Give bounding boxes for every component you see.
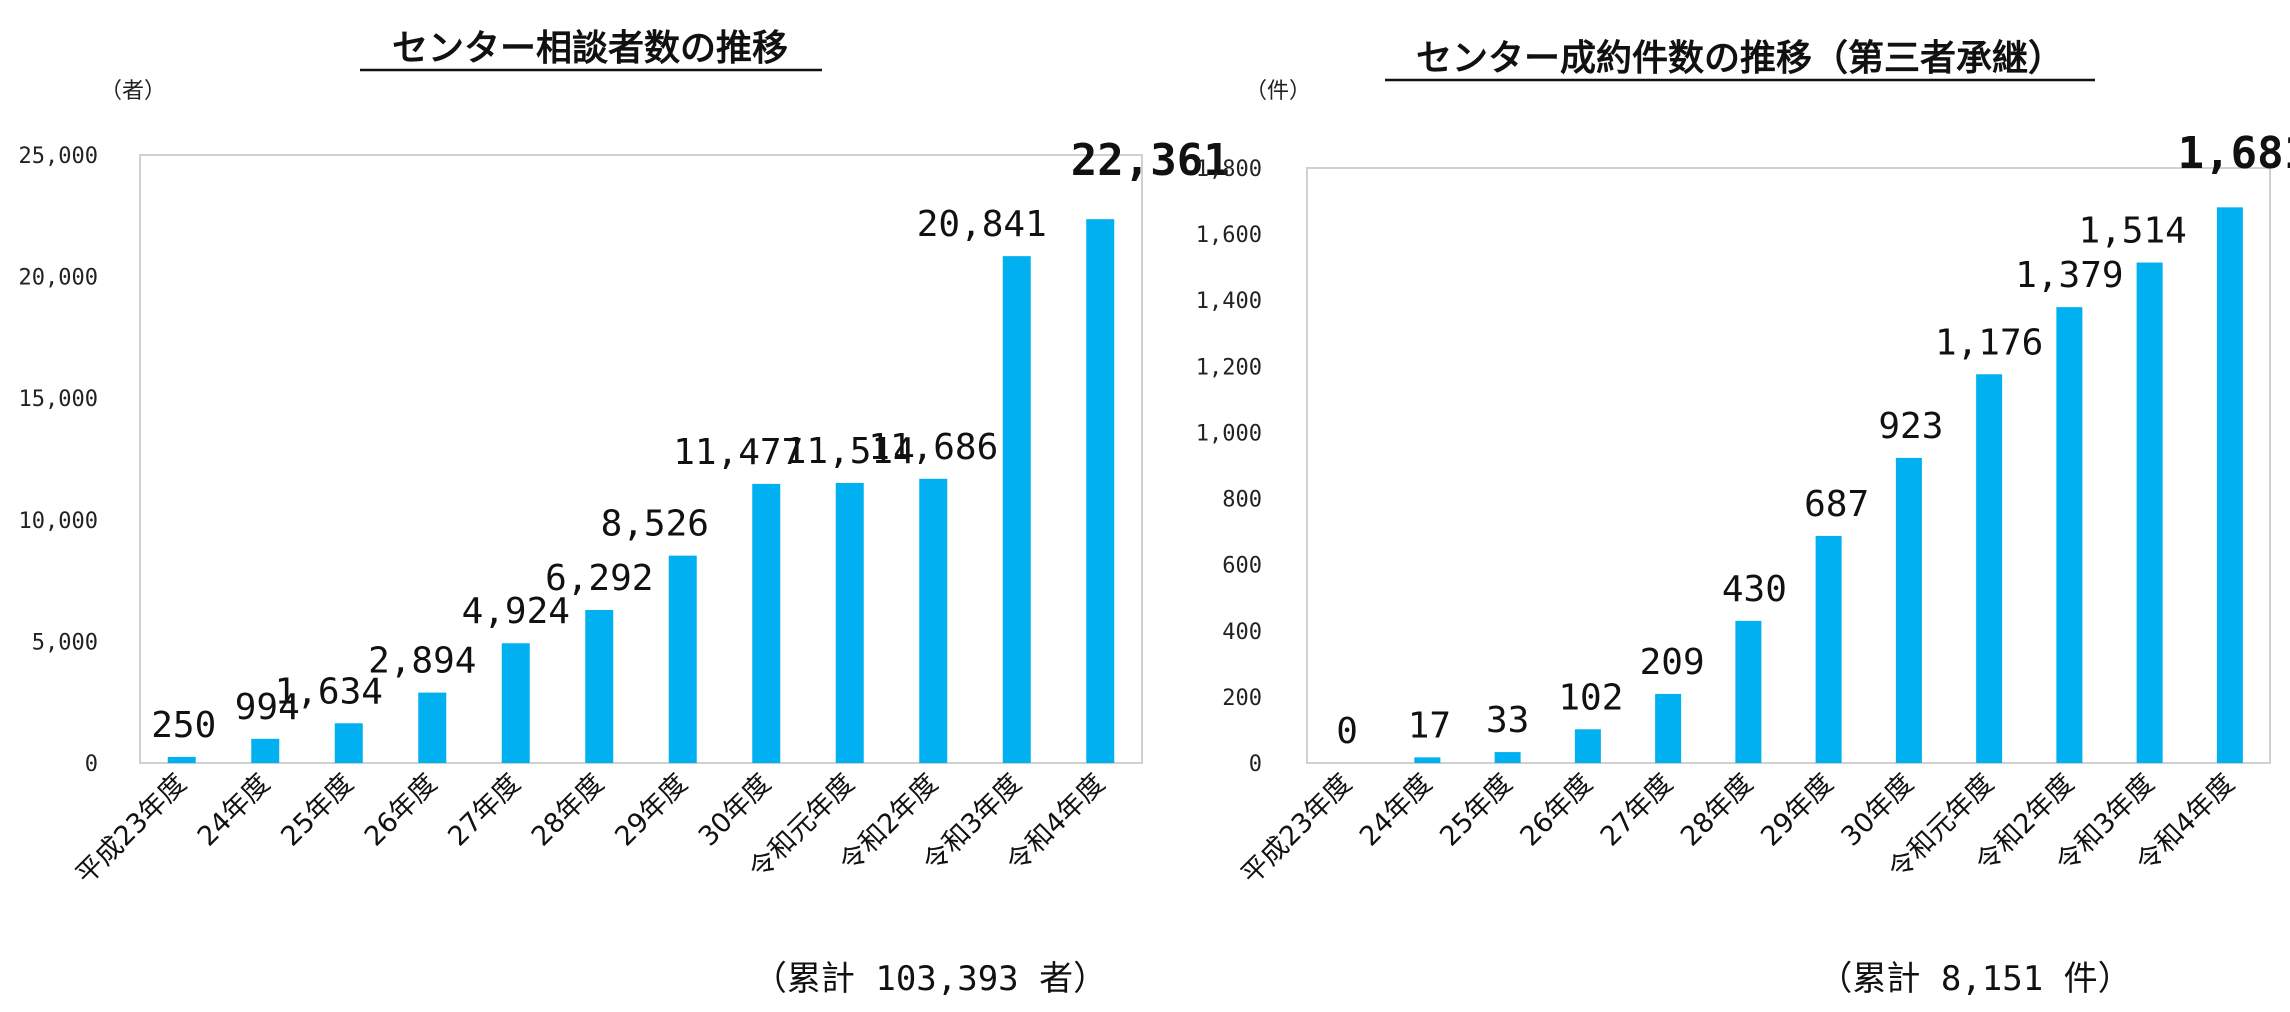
- chart1-bar-5: [501, 643, 530, 763]
- chart1-bar-7: [668, 555, 697, 763]
- chart1-category-label-7: 29年度: [609, 768, 693, 852]
- chart1-ytick-label: 15,000: [19, 387, 98, 412]
- chart1-category-label-5: 27年度: [442, 768, 526, 852]
- chart1-value-label-1: 250: [151, 705, 216, 746]
- chart2-ytick-label: 1,600: [1196, 223, 1262, 248]
- chart2-bar-3: [1494, 752, 1521, 763]
- chart1-value-label-3: 1,634: [275, 671, 383, 712]
- chart1-title: センター相談者数の推移: [392, 28, 788, 69]
- chart2-bar-5: [1655, 693, 1682, 763]
- chart1-plot-area: [139, 154, 1143, 764]
- chart2-value-label-7: 687: [1804, 484, 1869, 525]
- chart2-value-label-10: 1,379: [2015, 255, 2123, 296]
- chart1-bar-12: [1086, 219, 1115, 763]
- chart2-bar-9: [1976, 374, 2003, 763]
- chart2-category-label-2: 24年度: [1354, 768, 1438, 852]
- chart1-value-label-7: 8,526: [601, 504, 709, 545]
- chart1-value-label-6: 6,292: [545, 558, 653, 599]
- chart1-ytick-label: 20,000: [19, 266, 98, 291]
- chart2-value-label-6: 430: [1722, 569, 1787, 610]
- chart2-bar-10: [2056, 307, 2083, 763]
- chart2-plot-area: [1306, 167, 2271, 764]
- chart2-bar-11: [2136, 262, 2163, 763]
- chart2-value-label-12: 1,681: [2178, 128, 2290, 179]
- chart2-title: センター成約件数の推移（第三者承継）: [1416, 38, 2064, 79]
- chart1-bar-3: [334, 723, 363, 763]
- chart1-bar-11: [1002, 256, 1031, 763]
- chart2-value-label-1: 0: [1336, 711, 1358, 752]
- chart2-value-label-11: 1,514: [2078, 211, 2186, 252]
- chart1-value-label-4: 2,894: [368, 641, 476, 682]
- chart1-value-label-2: 994: [235, 687, 300, 728]
- chart2-bar-4: [1574, 729, 1601, 763]
- chart1-unit-label: （者）: [100, 79, 166, 104]
- chart2-category-label-7: 29年度: [1755, 768, 1839, 852]
- chart2-ytick-label: 800: [1222, 488, 1262, 513]
- chart2-unit-label: （件）: [1245, 79, 1311, 104]
- chart2-value-label-2: 17: [1408, 705, 1451, 746]
- chart2-value-label-9: 1,176: [1935, 322, 2043, 363]
- chart1-category-label-3: 25年度: [275, 768, 359, 852]
- chart2-value-label-3: 33: [1486, 700, 1529, 741]
- chart2-bar-12: [2216, 207, 2243, 763]
- chart1-bar-8: [752, 483, 781, 763]
- chart2-bar-7: [1815, 535, 1842, 763]
- chart2-category-label-6: 28年度: [1675, 768, 1759, 852]
- chart2-category-label-3: 25年度: [1434, 768, 1518, 852]
- chart1-category-label-1: 平成23年度: [70, 768, 193, 891]
- chart2-ytick-label: 200: [1222, 686, 1262, 711]
- chart1-ytick-label: 0: [85, 752, 98, 777]
- chart1-value-label-12: 22,361: [1071, 135, 1230, 186]
- chart1-bar-9: [835, 482, 864, 763]
- chart1-ytick-label: 5,000: [32, 630, 98, 655]
- chart1-category-label-2: 24年度: [192, 768, 276, 852]
- chart2-total-note: （累計 8,151 件）: [1818, 959, 2131, 999]
- chart1-total-note: （累計 103,393 者）: [753, 959, 1107, 999]
- chart1-category-label-6: 28年度: [526, 768, 610, 852]
- chart2-ytick-label: 600: [1222, 554, 1262, 579]
- chart1-value-label-5: 4,924: [462, 591, 570, 632]
- chart1-bar-6: [585, 609, 614, 763]
- chart1-category-label-8: 30年度: [693, 768, 777, 852]
- chart2-ytick-label: 1,800: [1196, 157, 1262, 182]
- chart2-bar-2: [1414, 757, 1441, 763]
- chart2-bar-8: [1895, 457, 1922, 763]
- chart1-bar-2: [251, 738, 280, 763]
- chart2-bar-6: [1735, 620, 1762, 763]
- chart2-ytick-label: 0: [1249, 752, 1262, 777]
- chart2-ytick-label: 1,000: [1196, 421, 1262, 446]
- chart1-bar-10: [919, 478, 948, 763]
- chart2-category-label-4: 26年度: [1514, 768, 1598, 852]
- chart1-ytick-label: 10,000: [19, 509, 98, 534]
- chart2-value-label-5: 209: [1640, 642, 1705, 683]
- chart2-value-label-8: 923: [1878, 406, 1943, 447]
- chart1-category-label-4: 26年度: [359, 768, 443, 852]
- chart2-category-label-5: 27年度: [1595, 768, 1679, 852]
- chart2-category-label-1: 平成23年度: [1235, 768, 1358, 891]
- chart1-bar-4: [418, 692, 447, 763]
- chart2-ytick-label: 1,200: [1196, 355, 1262, 380]
- chart2-value-label-4: 102: [1558, 677, 1623, 718]
- chart1-value-label-8: 11,477: [673, 432, 803, 473]
- chart2-ytick-label: 400: [1222, 620, 1262, 645]
- chart1-value-label-9: 11,514: [785, 431, 915, 472]
- chart1-value-label-10: 11,686: [868, 427, 998, 468]
- chart2-ytick-label: 1,400: [1196, 289, 1262, 314]
- chart1-ytick-label: 25,000: [19, 144, 98, 169]
- chart1-value-label-11: 20,841: [917, 204, 1047, 245]
- chart1-bar-1: [167, 756, 196, 763]
